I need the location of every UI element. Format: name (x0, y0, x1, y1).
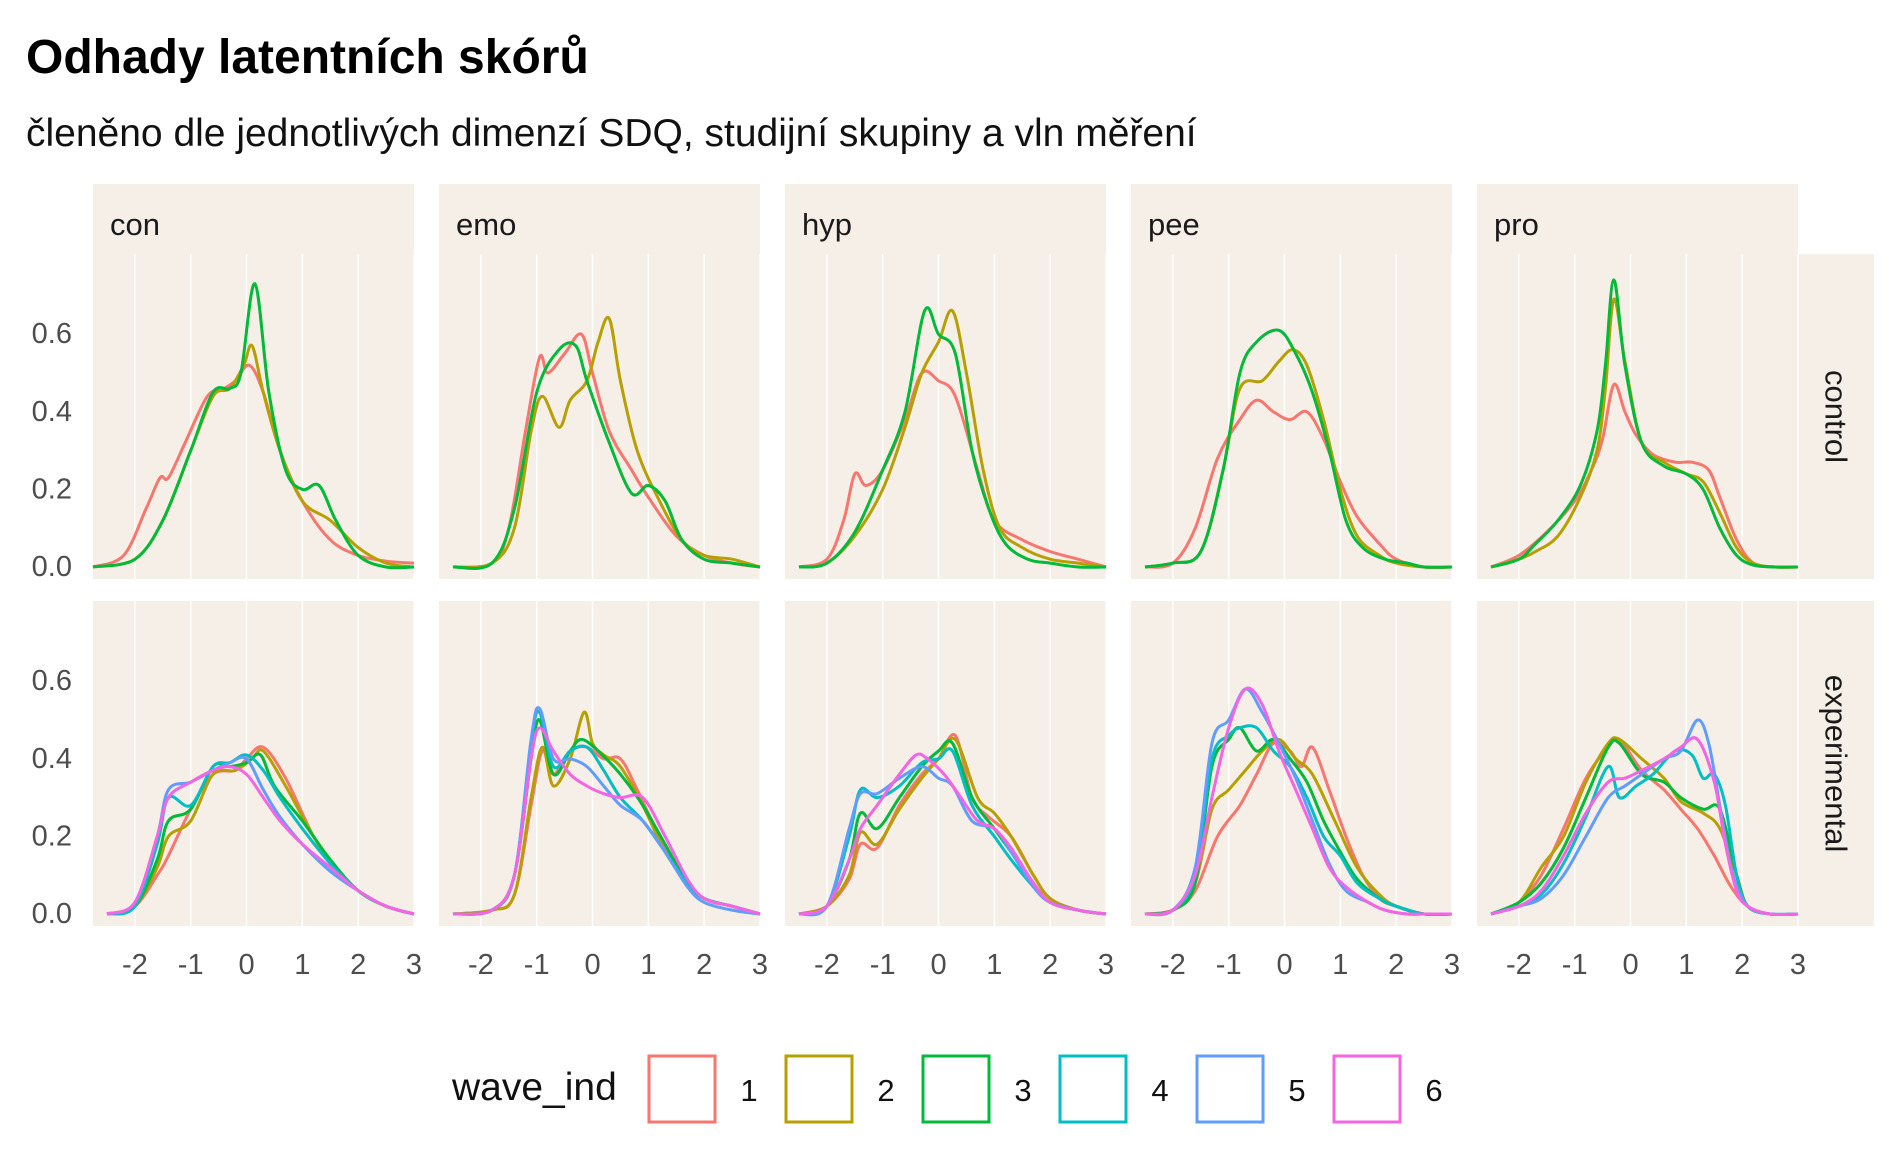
density-line-control-hyp-wave-3 (798, 306, 1107, 569)
strip-label-control: control (1819, 370, 1854, 463)
legend-key-1 (647, 1054, 717, 1124)
x-tick-label: 0 (930, 949, 946, 981)
density-line-experimental-pro-wave-4 (1490, 748, 1799, 917)
x-tick-label: -2 (814, 949, 840, 981)
y-tick-label: 0.2 (32, 473, 72, 505)
x-tick-label: 2 (1388, 949, 1404, 981)
density-line-control-hyp-wave-1 (798, 369, 1107, 569)
density-line-experimental-con-wave-6 (106, 764, 415, 916)
panel-control-pee (1131, 254, 1452, 579)
x-tick-label: 2 (1734, 949, 1750, 981)
x-tick-label: 3 (406, 949, 422, 981)
x-tick-label: -1 (1216, 949, 1242, 981)
x-tick-label: 2 (1042, 949, 1058, 981)
x-tick-label: 2 (350, 949, 366, 981)
x-tick-label: -1 (870, 949, 896, 981)
legend-key-6 (1332, 1054, 1402, 1124)
legend-label-1: 1 (740, 1073, 757, 1108)
x-tick-label: 0 (1622, 949, 1638, 981)
density-line-control-hyp-wave-2 (798, 308, 1107, 569)
panel-control-pro (1477, 254, 1798, 579)
strip-label-pee: pee (1148, 207, 1200, 242)
y-tick-label: 0.6 (32, 318, 72, 350)
legend-key-4 (1058, 1054, 1128, 1124)
x-tick-label: 3 (752, 949, 768, 981)
chart-title: Odhady latentních skórů (26, 31, 589, 84)
legend-label-5: 5 (1288, 1073, 1305, 1108)
legend-label-6: 6 (1425, 1073, 1442, 1108)
legend-label-3: 3 (1014, 1073, 1031, 1108)
panel-control-hyp (785, 254, 1106, 579)
legend-key-2 (784, 1054, 854, 1124)
strip-background-pee (1131, 184, 1452, 254)
x-tick-label: 2 (696, 949, 712, 981)
density-line-control-pee-wave-3 (1144, 328, 1453, 569)
strip-background-experimental (1798, 601, 1874, 926)
x-tick-label: 0 (238, 949, 254, 981)
legend-title: wave_ind (451, 1066, 617, 1109)
panel-experimental-pee (1131, 601, 1452, 926)
strip-label-con: con (110, 207, 160, 242)
strip-label-experimental: experimental (1819, 675, 1854, 852)
panel-experimental-hyp (785, 601, 1106, 926)
density-line-experimental-hyp-wave-2 (798, 736, 1107, 916)
y-tick-label: 0.4 (32, 396, 72, 428)
x-tick-label: -1 (524, 949, 550, 981)
strip-background-hyp (785, 184, 1106, 254)
x-tick-label: -2 (122, 949, 148, 981)
density-line-experimental-pro-wave-6 (1490, 736, 1799, 917)
x-tick-label: 1 (1678, 949, 1694, 981)
x-tick-label: 3 (1444, 949, 1460, 981)
density-line-experimental-hyp-wave-6 (798, 752, 1107, 916)
legend-label-4: 4 (1151, 1073, 1168, 1108)
legend-label-2: 2 (877, 1073, 894, 1108)
strip-label-emo: emo (456, 207, 516, 242)
x-tick-label: 3 (1790, 949, 1806, 981)
x-tick-label: 3 (1098, 949, 1114, 981)
x-tick-label: 0 (584, 949, 600, 981)
density-line-control-pro-wave-3 (1490, 278, 1799, 569)
chart-subtitle: členěno dle jednotlivých dimenzí SDQ, st… (26, 112, 1197, 155)
strip-label-pro: pro (1494, 207, 1539, 242)
strip-background-con (93, 184, 414, 254)
x-tick-label: -1 (1562, 949, 1588, 981)
density-line-experimental-emo-wave-6 (452, 726, 761, 916)
density-line-control-con-wave-3 (92, 282, 415, 570)
density-line-experimental-pro-wave-5 (1490, 718, 1799, 916)
x-tick-label: 0 (1276, 949, 1292, 981)
x-tick-label: -2 (1506, 949, 1532, 981)
x-tick-label: 1 (1332, 949, 1348, 981)
y-tick-label: 0.2 (32, 820, 72, 852)
x-tick-label: 1 (986, 949, 1002, 981)
density-line-experimental-pee-wave-6 (1144, 686, 1452, 916)
x-tick-label: -2 (1160, 949, 1186, 981)
panel-experimental-con (93, 601, 414, 926)
y-tick-label: 0.0 (32, 898, 72, 930)
density-line-control-emo-wave-3 (452, 341, 761, 570)
x-tick-label: -2 (468, 949, 494, 981)
y-tick-label: 0.0 (32, 551, 72, 583)
x-tick-label: 1 (640, 949, 656, 981)
x-tick-label: 1 (294, 949, 310, 981)
density-line-control-pee-wave-1 (1144, 398, 1453, 570)
panel-control-con (93, 254, 414, 579)
y-tick-label: 0.6 (32, 665, 72, 697)
legend-key-5 (1195, 1054, 1265, 1124)
x-tick-label: -1 (178, 949, 204, 981)
strip-background-pro (1477, 184, 1798, 254)
y-tick-label: 0.4 (32, 743, 72, 775)
strip-label-hyp: hyp (802, 207, 852, 242)
strip-background-control (1798, 254, 1874, 579)
strip-background-emo (439, 184, 760, 254)
legend-key-3 (921, 1054, 991, 1124)
